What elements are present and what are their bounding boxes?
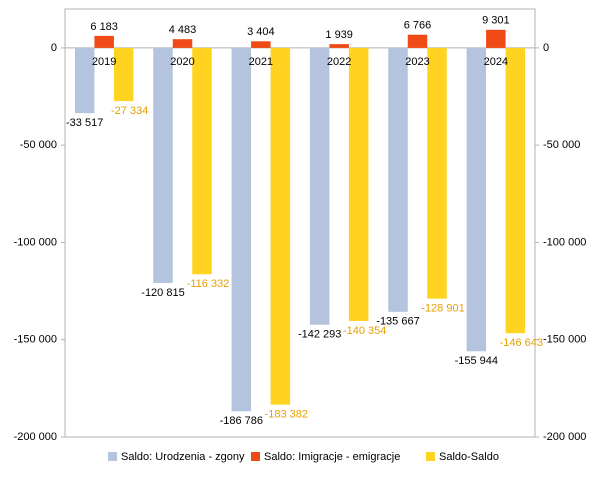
bar [407,34,428,48]
x-tick-label: 2022 [327,56,351,68]
bar [74,47,95,114]
y2-tick-label: -200 000 [543,431,586,443]
y-tick-label: -100 000 [14,236,57,248]
bar [505,47,526,334]
value-label: 6 183 [90,21,118,33]
bar [427,47,447,299]
y-tick-label: -50 000 [20,139,57,151]
bar [113,47,134,102]
value-label: -116 332 [187,278,230,290]
bar [348,47,369,321]
x-tick-label: 2019 [92,56,116,68]
value-label: 9 301 [482,15,510,27]
value-label: -146 643 [500,337,543,349]
legend-label: Saldo: Urodzenia - zgony [121,451,245,463]
x-tick-label: 2023 [405,56,429,68]
value-label: -120 815 [141,287,184,299]
bar [251,41,271,48]
value-label: -128 901 [421,303,464,315]
legend-label: Saldo: Imigracje - emigracje [264,451,400,463]
bar [94,35,114,48]
bar [270,47,291,405]
value-label: 6 766 [404,20,432,32]
value-label: 4 483 [169,24,197,36]
bar [153,47,173,283]
y2-tick-label: -100 000 [543,236,586,248]
value-label: -155 944 [455,355,498,367]
value-label: -142 293 [298,329,341,341]
value-label: 1 939 [325,29,353,41]
x-tick-label: 2024 [484,56,508,68]
plot-frame [64,8,536,438]
legend-swatch [251,452,260,461]
value-label: -33 517 [66,117,103,129]
value-label: -27 334 [111,105,148,117]
x-tick-label: 2020 [170,56,194,68]
legend-swatch [426,452,435,461]
y-tick-label: -200 000 [14,431,57,443]
y-tick-label: 0 [51,42,57,54]
bar [466,47,487,352]
value-label: -140 354 [343,325,386,337]
value-label: -183 382 [265,409,308,421]
legend-label: Saldo-Saldo [439,451,499,463]
bar [309,47,330,325]
bar [329,44,349,48]
bar [388,47,408,312]
value-label: -135 667 [376,316,419,328]
bar [231,47,252,412]
value-label: 3 404 [247,26,275,38]
value-label: -186 786 [220,415,263,427]
bar [172,39,193,48]
legend-swatch [108,452,117,461]
y2-tick-label: -150 000 [543,334,586,346]
bar [486,29,506,48]
y-tick-label: -150 000 [14,334,57,346]
bar [192,47,212,275]
y2-tick-label: 0 [543,42,549,54]
x-tick-label: 2021 [249,56,273,68]
y2-tick-label: -50 000 [543,139,580,151]
